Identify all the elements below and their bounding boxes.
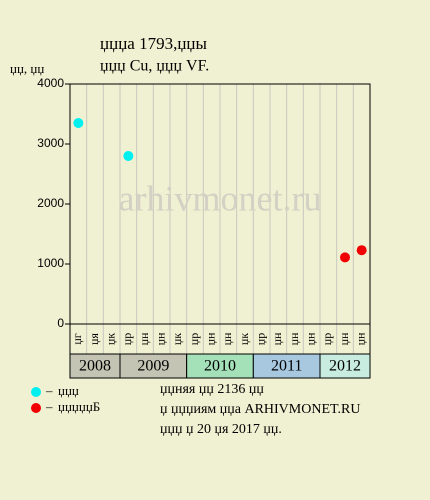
y-tick-label: 3000 — [37, 136, 64, 150]
y-axis-label: џџ, џџ — [10, 61, 44, 76]
x-tick-label: џр — [187, 333, 201, 345]
x-tick-label: џк — [170, 333, 184, 345]
x-tick-label: џг — [70, 333, 84, 344]
legend-label: џџџџџБ — [58, 399, 100, 414]
x-tick-label: џн — [220, 332, 234, 345]
legend-label: џџџ — [58, 383, 79, 398]
x-tick-label: џн — [353, 332, 367, 345]
x-tick-label: џн — [203, 332, 217, 345]
y-tick-label: 2000 — [37, 196, 64, 210]
x-tick-label: џн — [287, 332, 301, 345]
x-tick-label: џр — [320, 333, 334, 345]
year-cell — [252, 353, 321, 379]
year-label: 2012 — [329, 358, 361, 375]
point — [123, 151, 134, 161]
x-tick-label: џр — [253, 333, 267, 345]
legend-dash: – — [45, 399, 53, 414]
point — [73, 118, 84, 128]
x-tick-label: џк — [103, 333, 117, 345]
year-label: 2011 — [271, 358, 302, 375]
year-cell — [319, 353, 371, 379]
legend-marker — [31, 387, 41, 397]
point — [356, 245, 367, 256]
year-cell — [69, 353, 121, 379]
chart-title: џџџа 1793,џџы — [100, 34, 208, 53]
chart-subtitle: џџџ Cu, џџџ VF. — [100, 58, 209, 75]
note: џџџ џ 20 џя 2017 џџ. — [160, 422, 282, 437]
legend-marker — [31, 403, 41, 413]
y-tick-label: 4000 — [37, 76, 64, 90]
x-tick-label: џн — [137, 332, 151, 345]
note: џџняя џџ 2136 џџ — [160, 382, 264, 397]
x-tick-label: џя — [87, 333, 101, 345]
x-tick-label: џн — [337, 332, 351, 345]
note: џ џџџиям џџа ARHIVMONET.RU — [160, 402, 360, 417]
year-cell — [186, 353, 254, 379]
x-tick-label: џр — [120, 333, 134, 345]
x-tick-label: џн — [270, 332, 284, 345]
watermark: arhivmonet.ru — [119, 178, 322, 218]
year-label: 2008 — [79, 358, 111, 375]
legend-dash: – — [45, 383, 53, 398]
x-tick-label: џк — [237, 333, 251, 345]
year-label: 2009 — [137, 358, 169, 375]
y-tick-label: 1000 — [37, 256, 64, 270]
year-label: 2010 — [204, 358, 236, 375]
x-tick-label: џн — [153, 332, 167, 345]
x-tick-label: џн — [303, 332, 317, 345]
y-tick-label: 0 — [57, 316, 64, 330]
year-cell — [119, 353, 188, 379]
point — [340, 252, 350, 263]
